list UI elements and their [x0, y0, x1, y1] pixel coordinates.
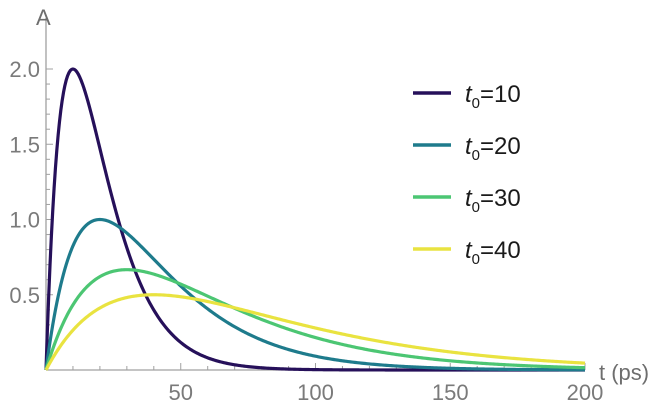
legend-label-main: t [465, 81, 473, 108]
legend-label-sub: 0 [472, 95, 480, 112]
legend-label-sub: 0 [472, 147, 480, 164]
y-tick-label: 2.0 [9, 57, 40, 82]
legend-label-rest: =30 [480, 185, 521, 212]
x-tick-label: 150 [432, 380, 469, 405]
legend-label-sub: 0 [472, 199, 480, 216]
legend-label-rest: =20 [480, 133, 521, 160]
y-tick-label: 1.0 [9, 208, 40, 233]
series-line-t0-10 [44, 67, 586, 372]
series-layer [44, 67, 586, 372]
legend-label-main: t [465, 185, 473, 212]
series-line-t0-30 [44, 268, 586, 371]
axes: 50 100 150 200 0.5 1.0 1.5 2.0 [9, 18, 603, 405]
y-axis-label: A [36, 5, 51, 30]
legend-label-rest: =40 [480, 237, 521, 264]
x-ticks: 50 100 150 200 [72, 363, 604, 405]
legend-label: t0=10 [465, 81, 521, 112]
x-axis-label: t (ps) [599, 360, 649, 385]
x-tick-label: 50 [169, 380, 193, 405]
y-tick-label: 1.5 [9, 132, 40, 157]
legend-label-main: t [465, 237, 473, 264]
legend-label-main: t [465, 133, 473, 160]
legend-label-rest: =10 [480, 81, 521, 108]
y-tick-label: 0.5 [9, 283, 40, 308]
legend-label-sub: 0 [472, 251, 480, 268]
y-ticks: 0.5 1.0 1.5 2.0 [9, 57, 53, 356]
legend-label: t0=30 [465, 185, 521, 216]
x-tick-label: 200 [567, 380, 604, 405]
legend-label: t0=20 [465, 133, 521, 164]
series-line-t0-20 [44, 217, 586, 372]
series-line-t0-40 [44, 293, 586, 371]
legend-label: t0=40 [465, 237, 521, 268]
x-tick-label: 100 [297, 380, 334, 405]
